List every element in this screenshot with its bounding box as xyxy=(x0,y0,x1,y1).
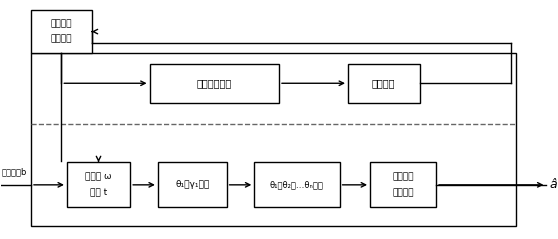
Bar xyxy=(158,162,227,207)
Bar xyxy=(31,53,516,226)
Bar xyxy=(254,162,340,207)
Text: 估计算法: 估计算法 xyxy=(392,188,414,197)
Text: â: â xyxy=(549,178,557,191)
Text: 数字滤波: 数字滤波 xyxy=(392,173,414,182)
Text: 角速度 ω: 角速度 ω xyxy=(85,173,112,182)
Text: 时间同步: 时间同步 xyxy=(51,20,72,28)
Text: 光电编码: 光电编码 xyxy=(51,35,72,44)
Bar xyxy=(150,64,279,103)
Bar xyxy=(31,10,92,53)
Bar xyxy=(370,162,436,207)
Text: 时间 t: 时间 t xyxy=(90,188,107,197)
Text: 闭环旋转控制: 闭环旋转控制 xyxy=(196,78,232,88)
Bar xyxy=(67,162,130,207)
Text: θ₁、γ₁解算: θ₁、γ₁解算 xyxy=(175,180,209,189)
Text: 电机转动: 电机转动 xyxy=(372,78,396,88)
Text: 初始状态b: 初始状态b xyxy=(2,167,27,176)
Bar xyxy=(348,64,420,103)
Text: θ₁、θ₂、…θₙ解算: θ₁、θ₂、…θₙ解算 xyxy=(270,180,324,189)
